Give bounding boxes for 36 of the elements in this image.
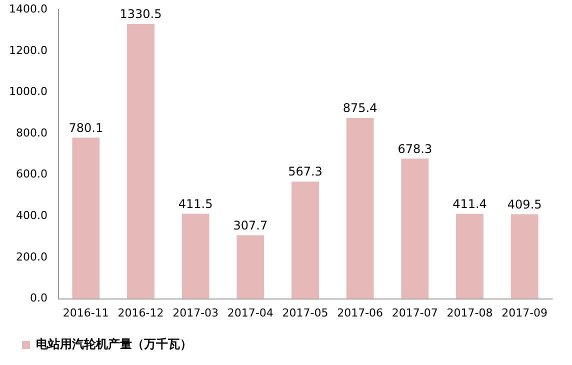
bar: [72, 138, 100, 299]
legend-label: 电站用汽轮机产量（万千瓦）: [36, 337, 192, 352]
x-tick-label: 2016-11: [62, 306, 109, 320]
bar: [236, 235, 264, 299]
bar: [182, 214, 210, 299]
y-tick-label: 600.0: [16, 168, 48, 181]
data-label: 678.3: [398, 142, 432, 156]
x-tick-label: 2017-04: [227, 306, 274, 320]
y-tick-label: 1200.0: [8, 44, 48, 57]
y-tick-label: 800.0: [16, 126, 48, 140]
y-tick-label: 200.0: [16, 250, 48, 264]
y-tick-label: 400.0: [16, 209, 48, 222]
data-label: 567.3: [288, 164, 322, 179]
bar: [292, 182, 319, 299]
data-label: 409.5: [507, 197, 542, 212]
bar: [401, 158, 429, 299]
data-label: 411.5: [178, 196, 213, 211]
x-tick-label: 2017-08: [446, 306, 493, 320]
x-tick-label: 2017-07: [392, 306, 438, 320]
data-label: 780.1: [68, 120, 104, 135]
bar: [510, 214, 538, 299]
x-tick-label: 2017-09: [502, 306, 548, 320]
x-tick-label: 2017-06: [337, 306, 384, 320]
data-label: 307.7: [233, 218, 268, 232]
y-tick-label: 0.0: [30, 292, 48, 305]
y-tick-label: 1400.0: [8, 2, 48, 16]
bar: [346, 118, 374, 299]
x-tick-label: 2017-03: [172, 306, 219, 320]
data-label: 411.4: [452, 196, 487, 211]
data-label: 875.4: [342, 101, 378, 116]
bar: [456, 214, 484, 299]
x-tick-label: 2017-05: [282, 306, 328, 320]
bar: [127, 24, 154, 299]
data-label: 1330.5: [120, 7, 162, 22]
x-tick-label: 2016-12: [118, 306, 164, 320]
y-tick-label: 1000.0: [8, 85, 48, 98]
